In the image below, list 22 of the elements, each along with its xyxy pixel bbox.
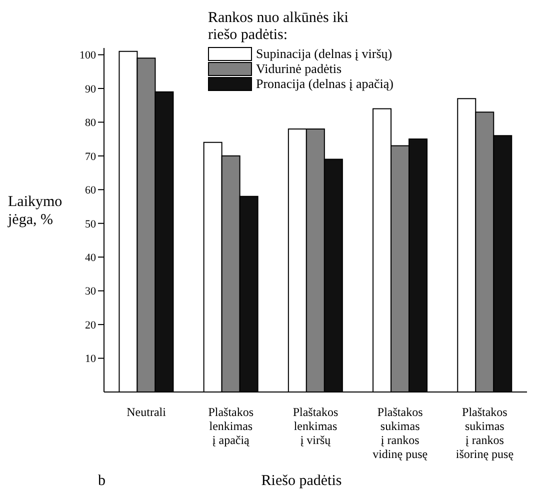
legend-title: Rankos nuo alkūnės iki riešo padėtis: bbox=[208, 10, 350, 44]
y-tick-label: 90 bbox=[85, 83, 96, 96]
x-axis-title: Riešo padėtis bbox=[261, 473, 342, 489]
legend-label: Supinacija (delnas į viršų) bbox=[256, 46, 392, 61]
x-tick-label: Plaštakos lenkimas į viršų bbox=[292, 405, 338, 447]
y-tick-label: 80 bbox=[85, 117, 96, 130]
x-tick-label: Plaštakos sukimas į rankos vidinę pusę bbox=[372, 405, 428, 461]
y-tick-label: 20 bbox=[85, 319, 96, 332]
y-tick-label: 10 bbox=[85, 353, 96, 366]
y-tick-label: 60 bbox=[85, 184, 96, 197]
x-tick-label: Plaštakos lenkimas į apačią bbox=[208, 405, 254, 447]
y-axis-title: Laikymo jėga, % bbox=[8, 193, 62, 229]
legend-label: Vidurinė padėtis bbox=[256, 61, 342, 76]
y-tick-label: 50 bbox=[85, 218, 96, 230]
y-tick-label: 30 bbox=[85, 286, 96, 298]
x-tick-label: Neutrali bbox=[126, 405, 167, 419]
text: b bbox=[98, 473, 106, 490]
y-tick-label: 40 bbox=[85, 252, 96, 264]
y-tick-label: 100 bbox=[80, 50, 96, 62]
x-tick-label: Plaštakos sukimas į rankos išorinę pusę bbox=[456, 405, 514, 461]
y-tick-label: 70 bbox=[85, 150, 96, 163]
legend-label: Pronacija (delnas į apačią) bbox=[256, 76, 394, 91]
